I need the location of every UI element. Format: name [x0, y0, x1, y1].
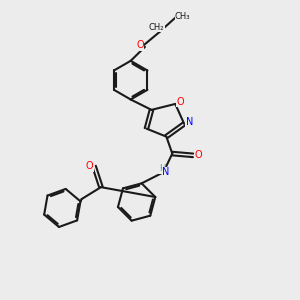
Text: O: O: [195, 150, 202, 160]
Text: CH₂: CH₂: [149, 23, 164, 32]
Text: O: O: [86, 161, 94, 171]
Text: H: H: [159, 164, 165, 173]
Text: CH₃: CH₃: [175, 12, 190, 21]
Text: O: O: [177, 97, 184, 106]
Text: N: N: [162, 167, 169, 177]
Text: O: O: [136, 40, 144, 50]
Text: N: N: [186, 117, 193, 128]
